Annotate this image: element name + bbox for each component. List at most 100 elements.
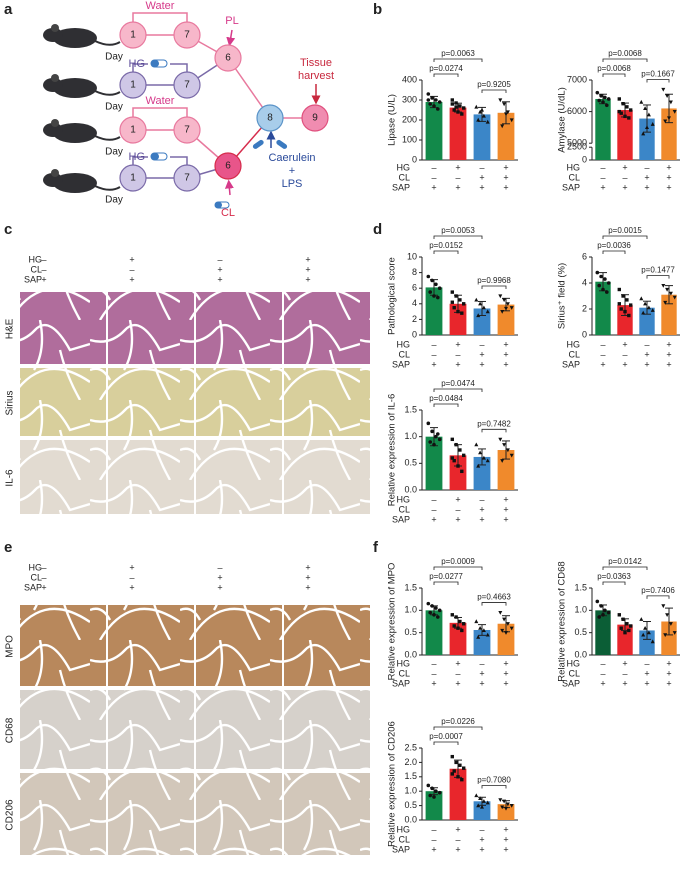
data-point <box>621 102 625 106</box>
condition-value: + <box>129 274 134 284</box>
significance-bracket <box>433 566 483 570</box>
condition-value: + <box>431 359 436 369</box>
bar-chart: 0 100 200 300 400 Lipase (U/L) p=0.0274 p=0.006… <box>387 49 518 164</box>
data-point <box>505 802 510 807</box>
bar <box>449 768 467 820</box>
data-point <box>485 800 490 805</box>
bar <box>595 98 611 160</box>
p-value: p=0.0015 <box>608 226 642 235</box>
condition-value: – <box>600 339 605 349</box>
data-point <box>458 104 462 108</box>
bar-chart: 0 2 4 6 8 10 Pathological score p=0.0152 p=0.005… <box>387 226 518 339</box>
condition-value: + <box>666 678 671 688</box>
data-point <box>619 626 623 630</box>
micrograph <box>20 368 106 436</box>
data-point <box>430 429 434 434</box>
data-point <box>621 617 625 621</box>
y-tick-label: 0.0 <box>404 649 417 659</box>
significance-bracket <box>433 58 483 62</box>
y-tick-label: 0.5 <box>574 627 587 637</box>
condition-value: – <box>431 658 436 668</box>
p-value: p=0.7482 <box>477 419 511 428</box>
condition-value: – <box>431 824 436 834</box>
condition-value: + <box>666 172 671 182</box>
panel-label: b <box>373 1 382 18</box>
data-point <box>481 799 486 803</box>
condition-value: – <box>41 562 46 572</box>
p-value: p=0.1667 <box>641 70 675 79</box>
condition-value: + <box>503 504 508 514</box>
micrograph <box>284 368 370 436</box>
micrograph <box>20 440 106 514</box>
y-tick-label: 0 <box>412 329 417 339</box>
condition-value: + <box>644 678 649 688</box>
condition-value: + <box>217 264 222 274</box>
y-tick-label: 1.0 <box>404 431 417 441</box>
node-label: 1 <box>130 125 136 136</box>
node-label: 7 <box>184 80 190 91</box>
data-point <box>625 298 629 302</box>
data-point <box>639 296 644 301</box>
data-point <box>452 624 456 628</box>
data-point <box>603 608 607 613</box>
data-point <box>498 294 503 299</box>
data-point <box>599 604 603 608</box>
data-point <box>665 287 670 292</box>
data-point <box>603 95 607 100</box>
condition-value: – <box>479 824 484 834</box>
condition-value: + <box>503 514 508 524</box>
condition-value: + <box>129 582 134 592</box>
data-point <box>668 622 673 626</box>
condition-value: + <box>503 834 508 844</box>
data-point <box>437 286 442 291</box>
data-point <box>436 295 440 300</box>
data-point <box>462 622 466 626</box>
condition-label: HG <box>397 824 411 834</box>
micrograph <box>20 773 106 855</box>
data-point <box>452 769 456 773</box>
micrograph <box>108 368 194 436</box>
y-tick-label: 300 <box>402 94 417 104</box>
data-point <box>434 434 438 439</box>
data-point <box>460 628 464 633</box>
condition-label: HG <box>397 339 411 349</box>
p-value: p=0.9968 <box>477 276 511 285</box>
data-point <box>478 109 483 114</box>
data-point <box>481 305 486 310</box>
condition-value: + <box>666 162 671 172</box>
node-label: 8 <box>267 113 273 124</box>
condition-value: – <box>644 162 649 172</box>
bar-chart: 0.0 0.5 1.0 1.5 2.0 2.5 Relative expression of… <box>387 717 518 847</box>
data-point <box>460 777 464 782</box>
y-tick-label: 5000 <box>567 138 587 148</box>
condition-value: + <box>622 339 627 349</box>
data-point <box>434 789 438 793</box>
condition-value: + <box>644 182 649 192</box>
data-point <box>509 453 514 458</box>
condition-value: + <box>600 678 605 688</box>
condition-value: + <box>217 582 222 592</box>
condition-value: + <box>455 494 460 504</box>
data-point <box>619 307 623 311</box>
data-point <box>625 105 629 109</box>
hg-label: HG <box>129 151 146 163</box>
data-point <box>460 112 464 116</box>
data-point <box>643 106 648 111</box>
data-point <box>450 102 454 106</box>
panel-label: d <box>373 221 382 238</box>
condition-value: – <box>41 572 46 582</box>
condition-label: SAP <box>392 678 410 688</box>
data-point <box>661 284 666 288</box>
micrograph <box>20 690 106 769</box>
condition-value: + <box>503 494 508 504</box>
data-point <box>432 795 436 799</box>
data-point <box>474 793 479 798</box>
data-point <box>650 308 655 312</box>
condition-value: + <box>622 658 627 668</box>
data-point <box>485 458 490 463</box>
mouse-icon <box>42 23 121 49</box>
bar <box>617 110 633 160</box>
data-point <box>432 613 436 617</box>
data-point <box>645 125 649 129</box>
data-point <box>454 760 458 765</box>
